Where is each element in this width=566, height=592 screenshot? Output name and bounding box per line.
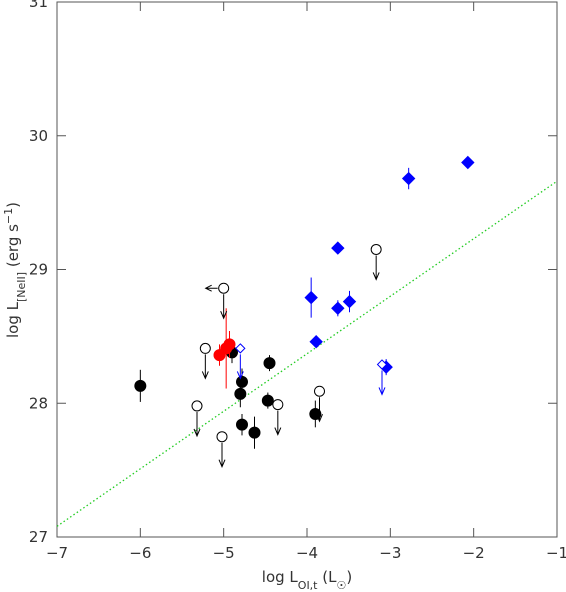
point [134, 379, 147, 392]
fit-line [56, 180, 558, 527]
label-part: log L [4, 301, 22, 338]
limit-arrow [274, 410, 282, 436]
label-part: ☉ [336, 579, 346, 592]
limit-arrow [220, 294, 228, 320]
point [216, 431, 228, 443]
point [309, 335, 323, 349]
point [199, 342, 211, 354]
label-part: (L [318, 568, 338, 586]
label-part: [NeII] [15, 272, 28, 302]
point [191, 400, 203, 412]
point [261, 394, 274, 407]
point [370, 243, 382, 255]
x-tick-label: −2 [463, 544, 485, 562]
point [331, 301, 345, 315]
limit-arrow [372, 255, 380, 281]
point [235, 343, 246, 354]
limit-arrow [316, 397, 323, 423]
point [234, 387, 247, 400]
y-tick-label: 30 [29, 127, 48, 145]
y-tick-label: 29 [29, 261, 48, 279]
limit-arrow [378, 370, 386, 396]
y-tick-label: 31 [29, 0, 48, 11]
x-tick-label: −3 [379, 544, 401, 562]
point [248, 426, 261, 439]
point [218, 282, 230, 294]
point [304, 290, 318, 305]
limit-arrow [193, 411, 201, 438]
point [376, 359, 388, 370]
point [314, 385, 325, 397]
plot-frame [56, 1, 558, 538]
point [342, 294, 357, 309]
point [263, 357, 276, 370]
point [272, 399, 284, 411]
limit-arrow [201, 354, 209, 380]
point [236, 375, 248, 388]
point [461, 155, 475, 170]
label-part: log L [262, 568, 299, 586]
limit-arrow [218, 442, 226, 468]
x-tick-label: −1 [546, 544, 566, 562]
x-tick-label: −7 [46, 544, 68, 562]
point [236, 418, 248, 431]
x-tick-label: −4 [296, 544, 318, 562]
label-part: ) [346, 568, 352, 586]
y-tick-label: 27 [29, 528, 48, 546]
x-axis-label: log LOI,t (L☉) [262, 568, 352, 592]
y-tick-label: 28 [29, 394, 48, 412]
label-part: OI,t [298, 579, 318, 592]
label-part: (erg s [4, 224, 22, 272]
point [401, 171, 416, 186]
limit-arrow [236, 354, 244, 380]
label-part: ) [4, 202, 22, 208]
x-tick-label: −6 [129, 544, 151, 562]
point [331, 241, 345, 255]
y-axis-label: log L[NeII] (erg s−1) [2, 202, 28, 338]
point [223, 338, 236, 351]
x-tick-label: −5 [213, 544, 235, 562]
label-part: −1 [2, 208, 15, 224]
limit-arrow-left [204, 284, 218, 292]
